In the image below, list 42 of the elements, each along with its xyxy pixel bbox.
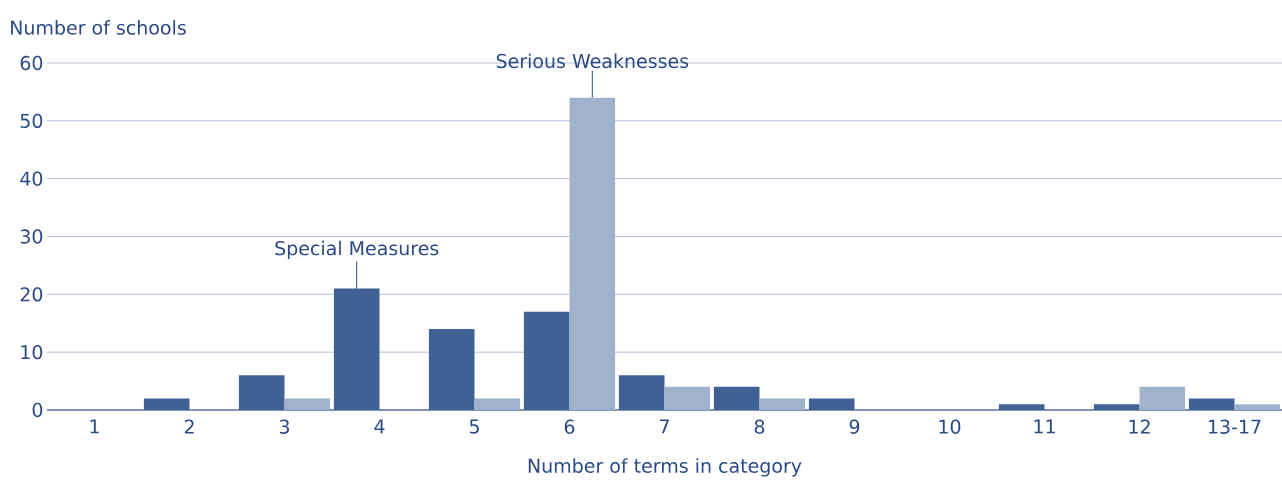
x-tick-label: 5 [469,419,479,434]
y-axis-title: Number of schools [11,20,186,35]
bar [474,398,521,410]
x-tick-label: 9 [849,419,860,434]
x-axis-title: Number of terms in category [528,458,802,477]
y-tick-label: 0 [32,402,43,418]
x-tick-label: 2 [184,419,194,434]
y-tick-label: 40 [20,171,43,186]
bar [238,375,285,410]
x-tick-label: 8 [754,419,765,434]
bar [998,404,1045,410]
bar [1234,404,1281,410]
y-tick-label: 30 [20,229,43,244]
bar [664,386,711,410]
annotation: Special Measures [275,240,439,260]
x-tick-label: 11 [1034,419,1055,434]
y-tick-label: 20 [20,287,43,302]
bar [1188,398,1235,410]
bar [428,329,475,410]
y-tick-label: 60 [20,55,43,71]
bar [284,398,331,410]
bar [618,375,665,410]
bar [569,97,616,410]
x-tick-label: 6 [564,419,575,434]
x-tick-label: 10 [939,419,961,434]
bar [523,311,570,410]
bar [1093,404,1140,410]
annotation: Serious Weaknesses [496,53,689,69]
bar [713,386,760,410]
bar [808,398,855,410]
y-tick-label: 10 [21,344,43,360]
y-tick-label: 50 [20,113,43,129]
bar [333,288,380,410]
x-tick-label: 12 [1129,419,1150,434]
x-tick-label: 7 [660,419,669,434]
bar [759,398,806,410]
x-tick-label: 13-17 [1208,419,1261,434]
x-tick-label: 4 [374,419,385,434]
bar [1139,386,1186,410]
x-tick-label: 3 [279,419,290,434]
bar [143,398,190,410]
x-tick-label: 1 [90,419,99,434]
